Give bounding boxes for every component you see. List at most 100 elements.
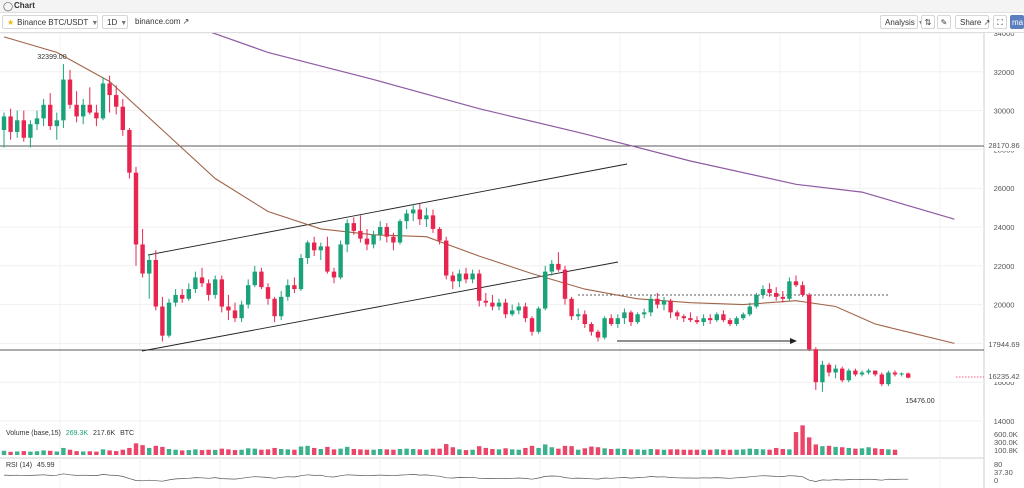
candle-body — [609, 318, 614, 324]
volume-bar — [543, 444, 548, 455]
volume-bar — [529, 445, 535, 455]
volume-bar — [74, 451, 79, 455]
volume-bar — [727, 449, 733, 455]
candle-body — [661, 300, 667, 305]
volume-bar — [140, 445, 145, 455]
volume-bar — [8, 451, 13, 455]
rsi-title: RSI (14) — [6, 462, 32, 469]
candle-body — [1, 116, 7, 130]
volume-bar — [265, 449, 271, 455]
candle-body — [813, 349, 818, 383]
price-chart[interactable]: 3400032000300002800026000240002200020000… — [0, 33, 1024, 488]
volume-bar — [549, 447, 554, 455]
candle-body — [767, 289, 772, 293]
candle-body — [34, 118, 40, 125]
candle-body — [107, 83, 112, 96]
candle-body — [800, 285, 805, 295]
volume-bar — [279, 449, 284, 455]
volume-bar — [628, 449, 634, 455]
volume-bar — [127, 447, 132, 455]
rsi-tick-37: 37.30 — [994, 468, 1013, 477]
indicator-settings-button[interactable]: ⇅ — [921, 15, 935, 29]
volume-bar — [754, 449, 759, 455]
volume-bar — [351, 449, 356, 455]
share-button[interactable]: Share ↗ — [955, 15, 991, 29]
candle-body — [899, 373, 904, 375]
volume-bar — [199, 450, 205, 455]
volume-bar — [840, 447, 845, 455]
external-link-icon: ↗ — [182, 17, 190, 26]
volume-bar — [503, 448, 508, 455]
candle-body — [298, 258, 304, 290]
volume-bar — [582, 448, 587, 455]
candle-body — [853, 370, 858, 375]
volume-bar — [67, 449, 73, 455]
volume-bar — [107, 450, 112, 455]
volume-bar — [688, 449, 693, 455]
ma-long-line — [211, 33, 955, 220]
volume-bar — [272, 447, 277, 455]
candle-body — [437, 228, 442, 241]
volume-bar — [879, 449, 884, 455]
volume-bar — [747, 448, 752, 455]
candle-body — [721, 314, 726, 321]
volume-bar — [305, 445, 310, 455]
candle-body — [424, 215, 429, 220]
volume-bar — [859, 448, 865, 455]
chevron-down-icon: ▼ — [120, 20, 128, 27]
volume-bar — [450, 447, 455, 455]
volume-bar — [569, 446, 574, 455]
candle-body — [127, 130, 132, 173]
candle-body — [94, 112, 99, 119]
candle-body — [114, 95, 119, 107]
volume-bar — [853, 448, 858, 455]
fullscreen-button[interactable]: ⛶ — [993, 15, 1007, 29]
volume-bar — [477, 446, 482, 455]
candle-body — [734, 318, 739, 324]
candle-body — [173, 294, 178, 303]
candle-body — [516, 306, 521, 311]
volume-bar — [166, 449, 172, 455]
volume-bar — [94, 451, 99, 455]
draw-button[interactable]: ✎ — [937, 15, 951, 29]
rsi-line — [3, 473, 909, 482]
volume-bar — [437, 448, 442, 455]
volume-bar — [648, 449, 653, 455]
candle-body — [8, 116, 13, 132]
candlesticks — [1, 64, 911, 392]
volume-bar — [54, 451, 59, 455]
last-price-value: 16235.42 — [988, 372, 1019, 381]
volume-bar — [364, 449, 370, 455]
volume-bar — [378, 449, 383, 455]
menu-button[interactable]: mai — [1010, 15, 1024, 29]
source-link[interactable]: binance.com ↗ — [131, 15, 190, 29]
candle-body — [595, 331, 601, 338]
candle-body — [833, 368, 838, 373]
analysis-button[interactable]: Analysis▼ — [880, 15, 925, 29]
candle-body — [879, 374, 884, 385]
symbol-selector[interactable]: ★ Binance BTC/USDT ▼ — [2, 15, 98, 29]
volume-bar — [298, 446, 304, 455]
candle-body — [727, 320, 733, 324]
candle-body — [556, 263, 561, 270]
volume-bar — [615, 448, 620, 455]
candle-body — [318, 246, 323, 251]
volume-bar — [331, 449, 337, 455]
channel-upper-trendline[interactable] — [147, 163, 628, 256]
ma-short-line — [3, 36, 955, 344]
candle-body — [252, 271, 257, 286]
interval-selector[interactable]: 1D ▼ — [102, 15, 128, 29]
favorite-star-icon[interactable]: ★ — [7, 18, 15, 27]
candle-body — [496, 302, 502, 307]
channel-lower-trendline[interactable] — [141, 261, 619, 352]
candle-body — [457, 273, 462, 282]
volume-bar — [41, 450, 46, 455]
candle-body — [529, 318, 535, 332]
candle-body — [536, 308, 541, 332]
volume-bar — [813, 444, 818, 455]
volume-bar — [668, 449, 673, 455]
rsi-value: 45.99 — [37, 462, 55, 469]
share-icon: ↗ — [983, 18, 991, 27]
candle-body — [312, 242, 317, 251]
volume-bar — [562, 445, 568, 455]
